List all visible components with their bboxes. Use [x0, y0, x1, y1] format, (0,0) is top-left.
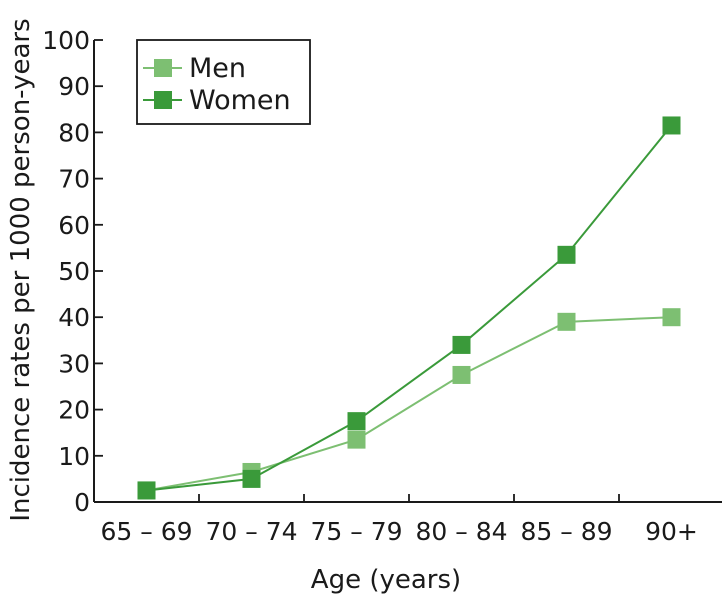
- data-point-men: [557, 312, 576, 331]
- data-point-women: [347, 412, 366, 431]
- y-tick-label: 90: [58, 72, 90, 101]
- legend-marker-women: [154, 91, 172, 109]
- data-point-men: [452, 365, 471, 384]
- y-tick-label: 10: [58, 442, 90, 471]
- x-tick-label: 70 – 74: [205, 517, 297, 546]
- data-point-men: [662, 308, 681, 327]
- data-point-women: [557, 245, 576, 264]
- series-line-women: [146, 124, 673, 492]
- y-tick-label: 50: [58, 257, 90, 286]
- x-tick-label: 80 – 84: [415, 517, 507, 546]
- data-point-women: [242, 469, 261, 488]
- y-ticks: 0 10 20 30 40 50 60 70 80 90 100: [42, 26, 103, 517]
- x-tick-label: 90+: [645, 517, 698, 546]
- series-line-men: [146, 316, 672, 492]
- y-tick-label: 20: [58, 396, 90, 425]
- legend-marker-men: [154, 59, 172, 77]
- y-tick-label: 100: [42, 26, 90, 55]
- x-tick-label: 65 – 69: [100, 517, 192, 546]
- x-ticks: 65 – 69 70 – 74 75 – 79 80 – 84 85 – 89 90+: [100, 494, 698, 546]
- series-layer: [137, 116, 681, 500]
- data-point-women: [452, 335, 471, 354]
- y-tick-label: 30: [58, 349, 90, 378]
- legend-label-women: Women: [189, 85, 291, 116]
- data-point-women: [662, 116, 681, 135]
- y-tick-label: 0: [74, 488, 90, 517]
- data-point-men: [347, 430, 366, 449]
- y-tick-label: 60: [58, 211, 90, 240]
- y-axis-title: Incidence rates per 1000 person-years: [6, 18, 36, 521]
- x-tick-label: 75 – 79: [310, 517, 402, 546]
- y-tick-label: 40: [58, 303, 90, 332]
- y-tick-label: 80: [58, 118, 90, 147]
- legend-label-men: Men: [189, 53, 246, 84]
- y-tick-label: 70: [58, 165, 90, 194]
- x-axis-title: Age (years): [311, 565, 461, 595]
- legend-box: [136, 39, 311, 125]
- x-tick-label: 85 – 89: [520, 517, 612, 546]
- data-point-women: [137, 481, 156, 500]
